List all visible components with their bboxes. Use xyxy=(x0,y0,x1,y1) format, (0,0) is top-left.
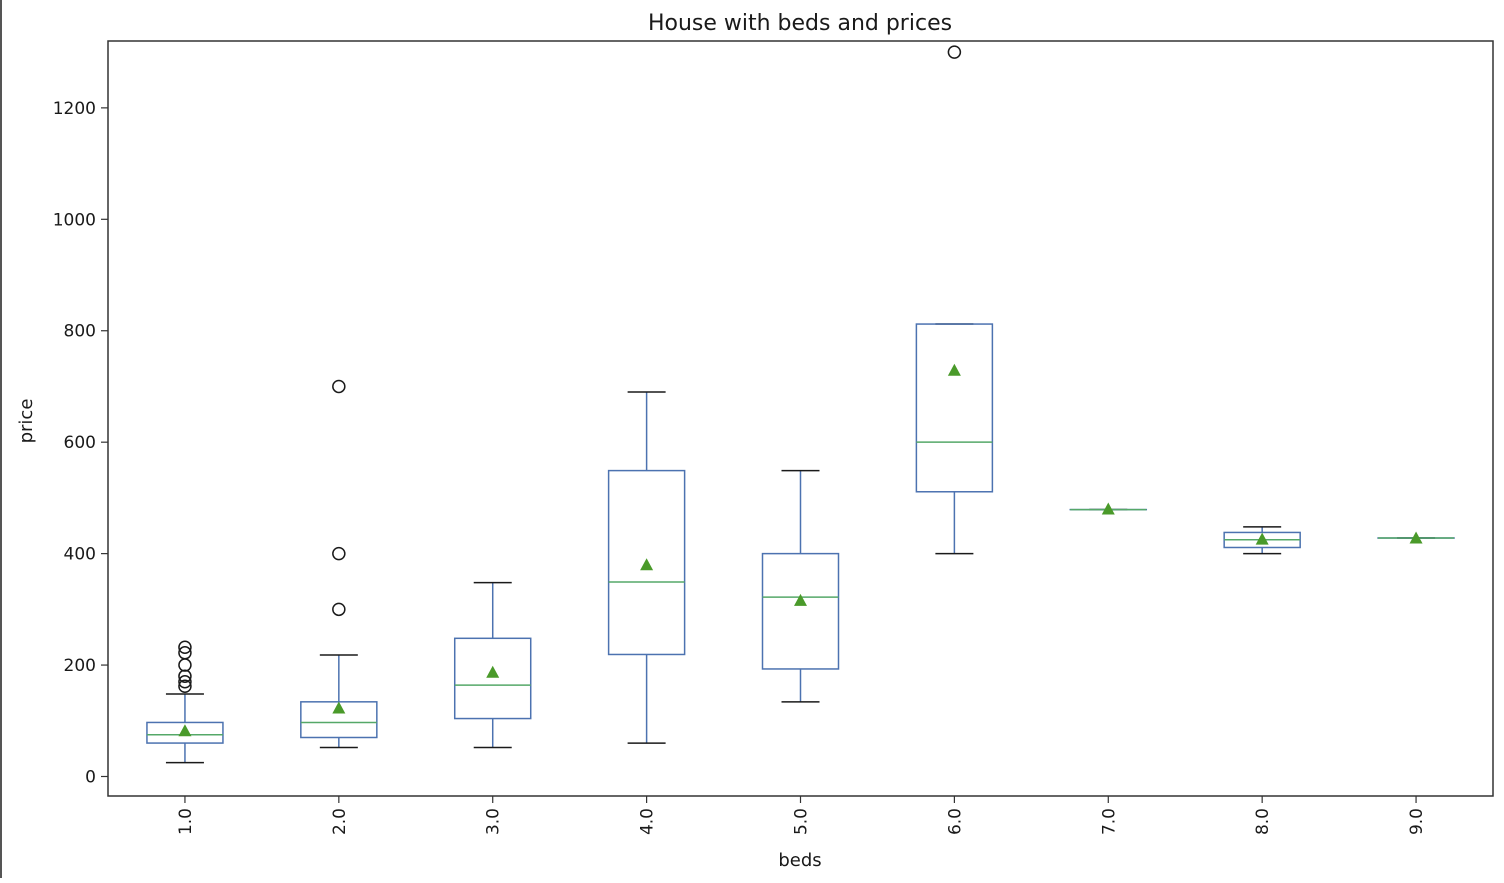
mean-marker xyxy=(1102,503,1115,515)
mean-marker xyxy=(948,364,961,376)
mean-marker xyxy=(794,594,807,606)
mean-marker xyxy=(332,701,345,713)
y-tick-label: 600 xyxy=(64,433,96,453)
box-7.0 xyxy=(1070,503,1146,515)
box-1.0 xyxy=(147,641,223,762)
y-tick-label: 1000 xyxy=(53,210,96,230)
x-tick-label: 2.0 xyxy=(330,808,350,835)
y-tick-label: 800 xyxy=(64,322,96,342)
mean-marker xyxy=(640,558,653,570)
mean-marker xyxy=(1256,533,1269,545)
outlier-point xyxy=(333,603,345,615)
box-4.0 xyxy=(609,392,685,743)
y-tick-label: 0 xyxy=(85,767,96,787)
y-axis-ticks: 0 200 400 600 800 1000 1200 xyxy=(53,99,108,788)
iqr-box xyxy=(763,554,839,669)
chart-title: House with beds and prices xyxy=(648,11,952,36)
window-left-edge xyxy=(0,0,2,878)
box-3.0 xyxy=(455,583,531,748)
x-tick-label: 8.0 xyxy=(1253,808,1273,835)
x-axis-ticks: 1.0 2.0 3.0 4.0 5.0 6.0 7.0 8.0 9.0 xyxy=(176,796,1427,835)
x-tick-label: 4.0 xyxy=(638,808,658,835)
outlier-point xyxy=(948,46,960,58)
x-tick-label: 9.0 xyxy=(1407,808,1427,835)
outlier-point xyxy=(333,548,345,560)
box-5.0 xyxy=(763,471,839,702)
box-9.0 xyxy=(1378,532,1454,544)
y-tick-label: 1200 xyxy=(53,99,96,119)
mean-marker xyxy=(178,724,191,736)
x-tick-label: 1.0 xyxy=(176,808,196,835)
box-2.0 xyxy=(301,380,377,747)
x-tick-label: 5.0 xyxy=(792,808,812,835)
mean-marker xyxy=(486,666,499,678)
y-tick-label: 200 xyxy=(64,656,96,676)
y-tick-label: 400 xyxy=(64,545,96,565)
outlier-point xyxy=(179,659,191,671)
x-tick-label: 3.0 xyxy=(484,808,504,835)
y-axis-label: price xyxy=(16,399,37,444)
box-8.0 xyxy=(1224,527,1300,554)
box-series xyxy=(147,46,1454,762)
outlier-point xyxy=(333,380,345,392)
box-6.0 xyxy=(916,46,992,553)
x-tick-label: 6.0 xyxy=(945,808,965,835)
iqr-box xyxy=(455,638,531,718)
x-tick-label: 7.0 xyxy=(1099,808,1119,835)
x-axis-label: beds xyxy=(778,850,821,871)
iqr-box xyxy=(916,324,992,492)
